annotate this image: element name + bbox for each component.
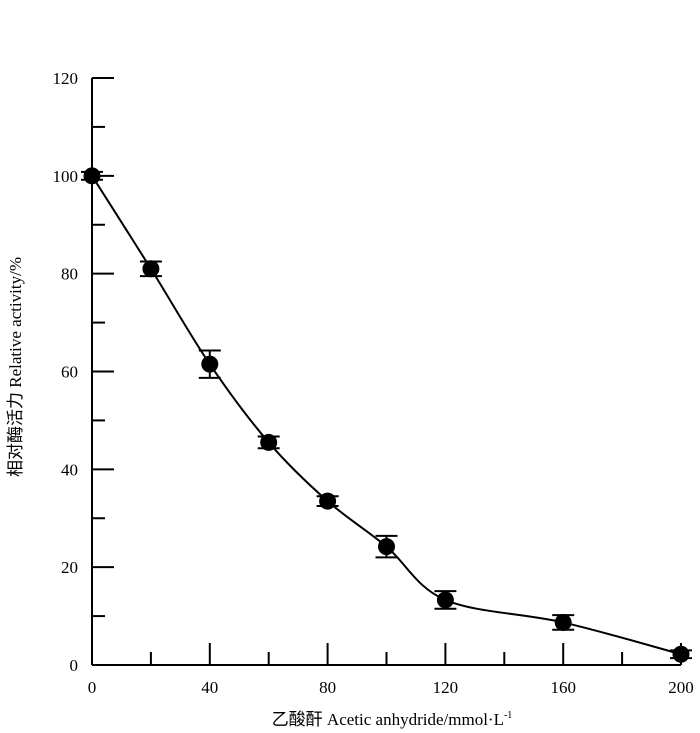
y-tick-label: 40 — [61, 460, 78, 479]
y-tick-label: 80 — [61, 265, 78, 284]
axes — [91, 78, 681, 666]
data-point — [672, 645, 690, 663]
data-point — [83, 167, 101, 185]
data-point — [436, 591, 454, 609]
x-tick-label: 200 — [668, 678, 694, 697]
x-axis-ticks: 0 40 80 120 160 200 — [88, 643, 694, 697]
y-tick-label: 0 — [70, 656, 79, 675]
data-point — [378, 538, 395, 556]
y-axis-title: 相对酶活力 Relative activity/% — [6, 257, 25, 477]
data-point — [142, 260, 160, 278]
x-tick-label: 80 — [319, 678, 336, 697]
data-point — [201, 355, 219, 373]
x-tick-label: 120 — [433, 678, 459, 697]
data-point — [260, 433, 278, 451]
x-axis-title: 乙酸酐 Acetic anhydride/mmol·L-1 — [272, 710, 513, 729]
y-tick-label: 100 — [53, 167, 79, 186]
y-tick-label: 120 — [53, 69, 79, 88]
x-tick-label: 40 — [201, 678, 218, 697]
data-point — [554, 613, 572, 631]
y-tick-label: 20 — [61, 558, 78, 577]
data-point — [319, 492, 337, 510]
y-tick-label: 60 — [61, 363, 78, 382]
plot-area — [81, 167, 692, 663]
x-tick-label: 0 — [88, 678, 97, 697]
series-line — [91, 175, 682, 656]
y-axis-ticks: 0 20 40 60 80 100 120 — [53, 69, 114, 675]
x-tick-label: 160 — [550, 678, 576, 697]
